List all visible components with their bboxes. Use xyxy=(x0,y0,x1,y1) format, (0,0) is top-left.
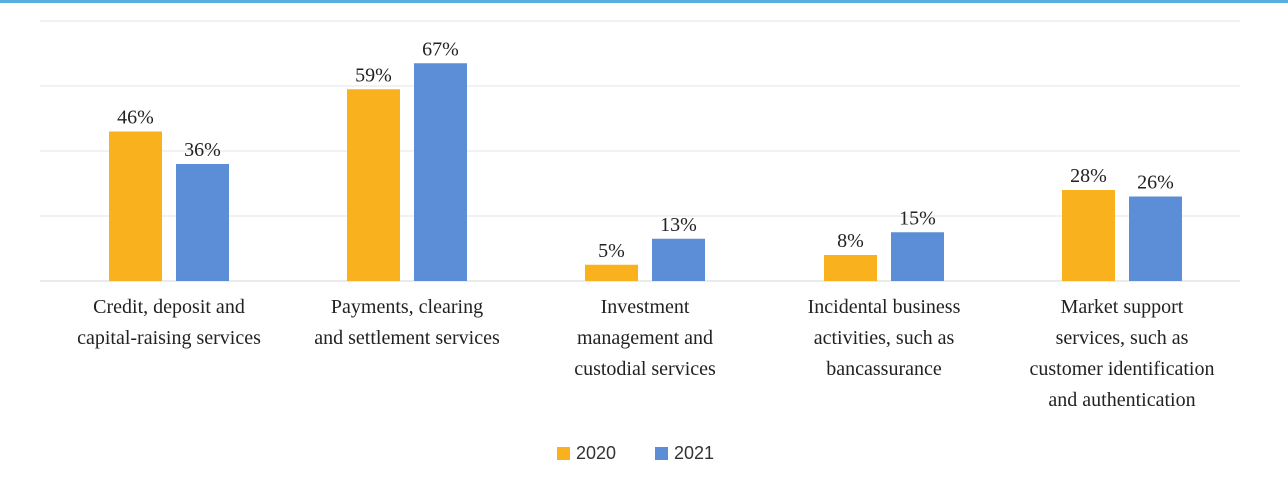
legend-swatch-2021 xyxy=(655,447,668,460)
bar-2021-3 xyxy=(891,232,944,281)
bar-2020-0 xyxy=(109,131,162,281)
category-label-4: Market support services, such as customer … xyxy=(1030,296,1215,411)
bars xyxy=(109,63,1182,281)
legend: 2020 2021 xyxy=(557,443,714,463)
category-label-1: Payments, clearing and settlement service… xyxy=(314,296,500,349)
bar-2020-4 xyxy=(1062,190,1115,281)
legend-label-2020: 2020 xyxy=(576,443,616,463)
value-label-2020-0: 46% xyxy=(117,107,154,129)
category-label-3: Incidental business activities, such as ba… xyxy=(808,296,961,380)
value-label-2020-4: 28% xyxy=(1070,165,1107,187)
top-border-line xyxy=(0,0,1288,3)
bar-2020-2 xyxy=(585,264,638,281)
bar-2021-2 xyxy=(652,238,705,281)
value-label-2020-2: 5% xyxy=(598,240,625,262)
category-label-0: Credit, deposit and capital-raising servi… xyxy=(77,296,261,349)
value-label-2021-1: 67% xyxy=(422,38,459,60)
legend-label-2021: 2021 xyxy=(674,443,714,463)
category-label-2: Investment management and custodial servic… xyxy=(574,296,716,380)
value-label-2021-3: 15% xyxy=(899,207,936,229)
value-label-2020-3: 8% xyxy=(837,230,864,252)
gridlines xyxy=(40,20,1240,282)
value-label-2020-1: 59% xyxy=(355,64,392,86)
value-label-2021-0: 36% xyxy=(184,139,221,161)
value-label-2021-4: 26% xyxy=(1137,172,1174,194)
legend-swatch-2020 xyxy=(557,447,570,460)
bar-2020-3 xyxy=(824,255,877,281)
bar-2020-1 xyxy=(347,89,400,281)
bar-2021-0 xyxy=(176,164,229,281)
value-label-2021-2: 13% xyxy=(660,214,697,236)
category-labels: Credit, deposit and capital-raising servi… xyxy=(77,296,1214,411)
value-labels: 46% 36% 59% 67% 5% 13% 8% 15% 28% 26% xyxy=(117,38,1174,262)
bar-2021-4 xyxy=(1129,196,1182,281)
bar-2021-1 xyxy=(414,63,467,281)
